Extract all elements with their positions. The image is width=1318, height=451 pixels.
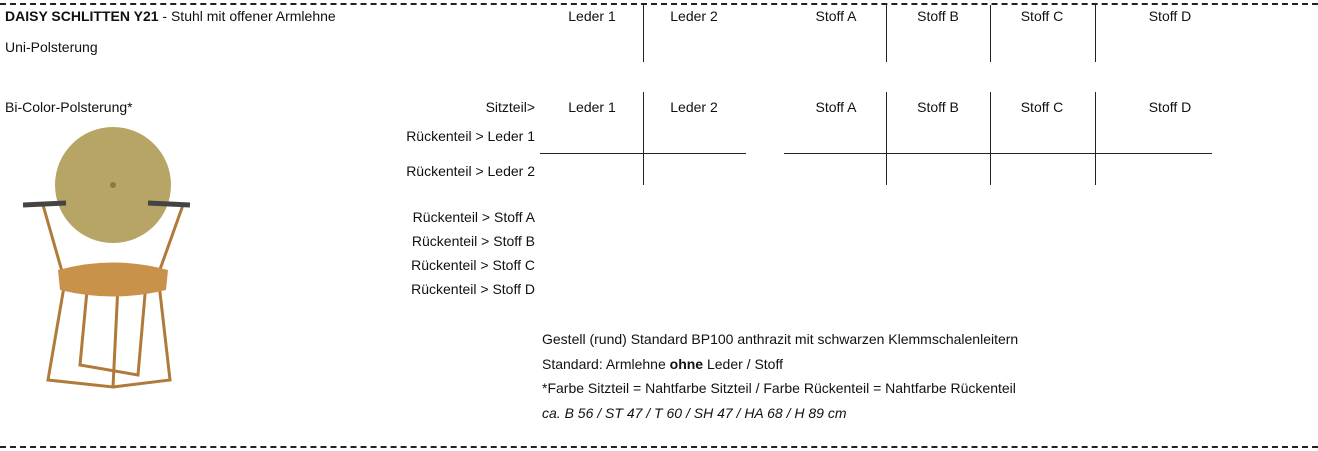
- note: *Farbe Sitzteil = Nahtfarbe Sitzteil / F…: [542, 380, 1016, 396]
- column-divider: [886, 92, 887, 185]
- note-bold: ohne: [669, 356, 704, 372]
- column-header: Stoff B: [917, 8, 959, 24]
- column-header: Stoff D: [1148, 8, 1192, 24]
- bottom-rule: [0, 446, 1318, 448]
- uni-label: Uni-Polsterung: [5, 39, 98, 55]
- column-header: Stoff C: [1020, 99, 1064, 115]
- back-label: Rückenteil > Stoff B: [411, 233, 535, 249]
- top-rule: [0, 3, 1318, 5]
- column-header: Stoff A: [815, 8, 857, 24]
- note: Gestell (rund) Standard BP100 anthrazit …: [542, 331, 1019, 347]
- back-label: Rückenteil > Leder 2: [406, 163, 535, 179]
- bicolor-label: Bi-Color-Polsterung*: [5, 99, 133, 115]
- rule: [784, 153, 1212, 154]
- column-header: Stoff C: [1020, 8, 1064, 24]
- title: DAISY SCHLITTEN Y21 - Stuhl mit offener …: [5, 7, 336, 25]
- note: Standard: Armlehne ohne Leder / Stoff: [542, 355, 783, 373]
- column-divider: [886, 5, 887, 62]
- column-header: Leder 2: [670, 99, 718, 115]
- column-header: Leder 1: [568, 99, 616, 115]
- seat-label: Sitzteil>: [485, 99, 535, 115]
- column-divider: [643, 92, 644, 185]
- note-part: Leder / Stoff: [703, 356, 783, 372]
- back-label: Rückenteil > Stoff C: [411, 257, 535, 273]
- column-header: Stoff A: [815, 99, 857, 115]
- column-divider: [1095, 5, 1096, 62]
- note-part: Standard: Armlehne: [542, 356, 670, 372]
- title-bold: DAISY SCHLITTEN Y21: [5, 8, 159, 24]
- note-dimensions: ca. B 56 / ST 47 / T 60 / SH 47 / HA 68 …: [542, 405, 847, 421]
- column-header: Stoff B: [917, 99, 959, 115]
- column-header: Leder 2: [670, 8, 718, 24]
- back-label: Rückenteil > Stoff A: [412, 209, 535, 225]
- column-divider: [990, 5, 991, 62]
- column-divider: [990, 92, 991, 185]
- back-label: Rückenteil > Stoff D: [411, 281, 535, 297]
- column-header: Stoff D: [1148, 99, 1192, 115]
- title-rest: - Stuhl mit offener Armlehne: [158, 8, 336, 24]
- column-divider: [643, 5, 644, 62]
- chair-image: [22, 127, 191, 389]
- back-label: Rückenteil > Leder 1: [406, 128, 535, 144]
- column-header: Leder 1: [568, 8, 616, 24]
- column-divider: [1095, 92, 1096, 185]
